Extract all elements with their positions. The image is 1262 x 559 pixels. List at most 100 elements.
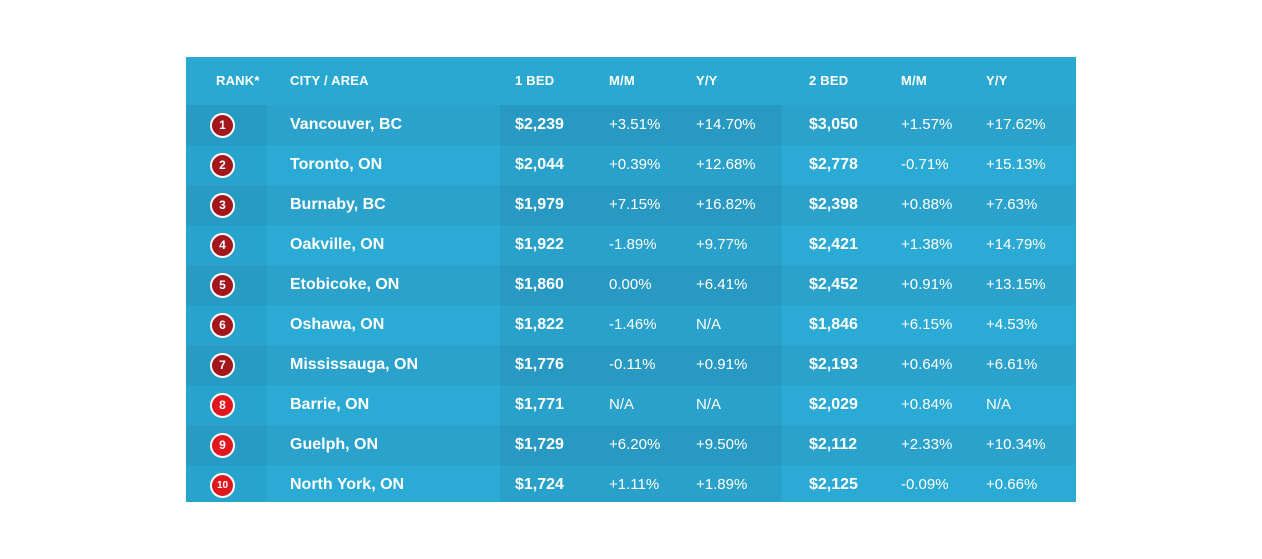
table-row: 2 Toronto, ON $2,044 +0.39% +12.68% $2,778 -0.…: [186, 145, 1076, 185]
one-bed-yy-cell: N/A: [696, 396, 722, 413]
header-city: CITY / AREA: [290, 73, 369, 88]
city-cell: Toronto, ON: [290, 156, 383, 173]
one-bed-mm-cell: +6.20%: [609, 436, 661, 453]
two-bed-yy-cell: +15.13%: [986, 156, 1046, 173]
table-row: 8 Barrie, ON $1,771 N/A N/A $2,029 +0.84% N/A: [186, 385, 1076, 425]
rank-badge: 8: [210, 393, 235, 418]
two-bed-yy-cell: +4.53%: [986, 316, 1038, 333]
one-bed-yy-cell: +0.91%: [696, 356, 748, 373]
table-row: 6 Oshawa, ON $1,822 -1.46% N/A $1,846 +6.15% +4…: [186, 305, 1076, 345]
one-bed-price-cell: $1,776: [515, 356, 564, 373]
one-bed-price-cell: $2,239: [515, 116, 564, 133]
two-bed-price-cell: $1,846: [809, 316, 858, 333]
one-bed-price-cell: $1,724: [515, 476, 564, 493]
one-bed-yy-cell: +9.50%: [696, 436, 748, 453]
one-bed-yy-cell: +6.41%: [696, 276, 748, 293]
two-bed-price-cell: $2,193: [809, 356, 858, 373]
two-bed-price-cell: $2,125: [809, 476, 858, 493]
one-bed-yy-cell: N/A: [696, 316, 722, 333]
one-bed-mm-cell: +3.51%: [609, 116, 661, 133]
two-bed-price-cell: $2,398: [809, 196, 858, 213]
rank-badge: 2: [210, 153, 235, 178]
one-bed-column-band: [500, 225, 782, 265]
rank-badge: 1: [210, 113, 235, 138]
one-bed-column-band: [500, 345, 782, 385]
two-bed-mm-cell: +0.84%: [901, 396, 953, 413]
table-row: 9 Guelph, ON $1,729 +6.20% +9.50% $2,112 +2.33…: [186, 425, 1076, 465]
table-header: RANK* CITY / AREA 1 BED M/M Y/Y 2 BED M/…: [186, 57, 1076, 105]
header-2-bed-mm: M/M: [901, 73, 927, 88]
two-bed-price-cell: $2,112: [809, 436, 858, 453]
two-bed-yy-cell: +13.15%: [986, 276, 1046, 293]
one-bed-price-cell: $1,771: [515, 396, 564, 413]
one-bed-mm-cell: 0.00%: [609, 276, 652, 293]
two-bed-yy-cell: +7.63%: [986, 196, 1038, 213]
header-2-bed: 2 BED: [809, 73, 849, 88]
two-bed-yy-cell: +6.61%: [986, 356, 1038, 373]
one-bed-price-cell: $1,729: [515, 436, 564, 453]
table-row: 4 Oakville, ON $1,922 -1.89% +9.77% $2,421 +1.…: [186, 225, 1076, 265]
rent-ranking-table: RANK* CITY / AREA 1 BED M/M Y/Y 2 BED M/…: [186, 57, 1076, 502]
city-cell: Vancouver, BC: [290, 116, 403, 133]
one-bed-mm-cell: +1.11%: [609, 476, 660, 493]
one-bed-column-band: [500, 465, 782, 502]
city-cell: North York, ON: [290, 476, 405, 493]
rank-badge: 6: [210, 313, 235, 338]
table-row: 7 Mississauga, ON $1,776 -0.11% +0.91% $2,193…: [186, 345, 1076, 385]
city-cell: Etobicoke, ON: [290, 276, 400, 293]
two-bed-yy-cell: +0.66%: [986, 476, 1038, 493]
one-bed-price-cell: $1,922: [515, 236, 564, 253]
table-row: 5 Etobicoke, ON $1,860 0.00% +6.41% $2,452 +0.…: [186, 265, 1076, 305]
two-bed-price-cell: $2,452: [809, 276, 858, 293]
city-cell: Oshawa, ON: [290, 316, 385, 333]
table-row: 10 North York, ON $1,724 +1.11% +1.89% $2,125…: [186, 465, 1076, 502]
two-bed-mm-cell: +1.57%: [901, 116, 953, 133]
one-bed-yy-cell: +14.70%: [696, 116, 756, 133]
one-bed-column-band: [500, 385, 782, 425]
rank-badge: 4: [210, 233, 235, 258]
two-bed-price-cell: $3,050: [809, 116, 858, 133]
two-bed-mm-cell: +6.15%: [901, 316, 953, 333]
one-bed-mm-cell: -0.11%: [609, 356, 656, 373]
two-bed-mm-cell: -0.09%: [901, 476, 949, 493]
two-bed-mm-cell: +0.88%: [901, 196, 953, 213]
two-bed-price-cell: $2,421: [809, 236, 858, 253]
rank-badge: 7: [210, 353, 235, 378]
two-bed-price-cell: $2,778: [809, 156, 858, 173]
header-1-bed-yy: Y/Y: [696, 73, 718, 88]
one-bed-mm-cell: +0.39%: [609, 156, 661, 173]
rank-badge: 10: [210, 473, 235, 498]
two-bed-mm-cell: -0.71%: [901, 156, 949, 173]
one-bed-mm-cell: N/A: [609, 396, 635, 413]
rank-badge: 3: [210, 193, 235, 218]
one-bed-price-cell: $2,044: [515, 156, 564, 173]
header-rank: RANK*: [216, 73, 260, 88]
two-bed-yy-cell: N/A: [986, 396, 1012, 413]
one-bed-column-band: [500, 305, 782, 345]
city-cell: Mississauga, ON: [290, 356, 419, 373]
two-bed-mm-cell: +0.64%: [901, 356, 953, 373]
two-bed-yy-cell: +17.62%: [986, 116, 1046, 133]
table-row: 3 Burnaby, BC $1,979 +7.15% +16.82% $2,398 +0.…: [186, 185, 1076, 225]
one-bed-price-cell: $1,822: [515, 316, 564, 333]
city-cell: Guelph, ON: [290, 436, 378, 453]
one-bed-column-band: [500, 265, 782, 305]
two-bed-mm-cell: +1.38%: [901, 236, 953, 253]
one-bed-mm-cell: -1.46%: [609, 316, 657, 333]
one-bed-mm-cell: +7.15%: [609, 196, 661, 213]
two-bed-price-cell: $2,029: [809, 396, 858, 413]
one-bed-column-band: [500, 145, 782, 185]
two-bed-yy-cell: +10.34%: [986, 436, 1046, 453]
city-cell: Oakville, ON: [290, 236, 385, 253]
two-bed-mm-cell: +2.33%: [901, 436, 953, 453]
one-bed-price-cell: $1,860: [515, 276, 564, 293]
header-1-bed-mm: M/M: [609, 73, 635, 88]
one-bed-yy-cell: +1.89%: [696, 476, 748, 493]
one-bed-yy-cell: +9.77%: [696, 236, 748, 253]
city-cell: Burnaby, BC: [290, 196, 386, 213]
city-cell: Barrie, ON: [290, 396, 370, 413]
one-bed-yy-cell: +16.82%: [696, 196, 756, 213]
header-1-bed: 1 BED: [515, 73, 555, 88]
one-bed-yy-cell: +12.68%: [696, 156, 756, 173]
rank-badge: 9: [210, 433, 235, 458]
